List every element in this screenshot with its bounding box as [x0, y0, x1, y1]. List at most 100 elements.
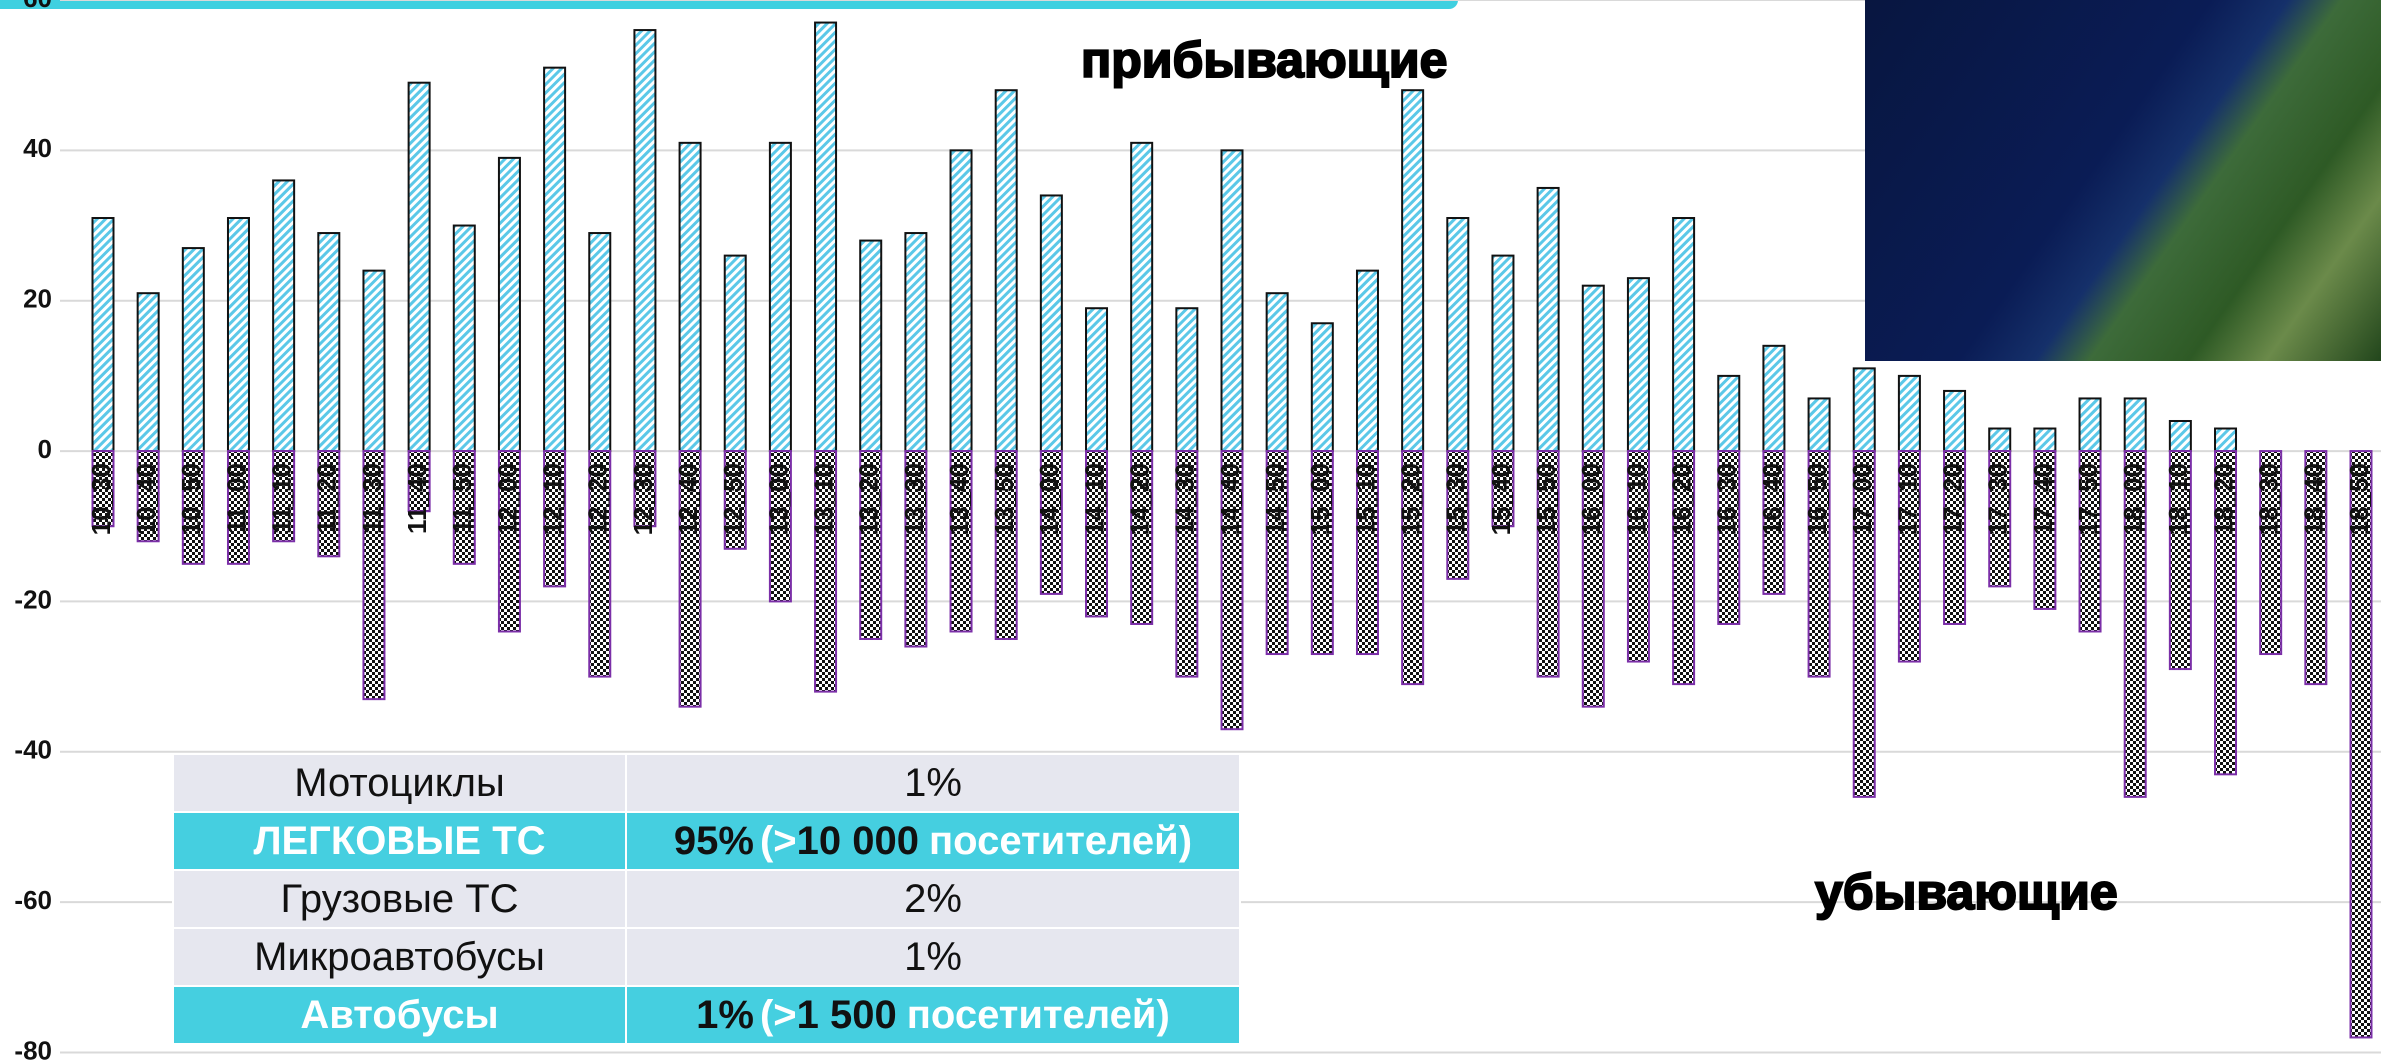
bar	[814, 450, 838, 693]
x-tick-label: 16_50	[1802, 463, 1832, 535]
value-part: 10 000	[796, 818, 919, 863]
bar	[136, 292, 160, 453]
bar	[768, 141, 792, 453]
x-tick-label: 16_40	[1757, 463, 1787, 535]
x-tick-label: 15_10	[1350, 463, 1380, 535]
x-tick-label: 17_30	[1983, 463, 2013, 535]
value-part: 1%	[904, 934, 962, 979]
x-tick-label: 18_00	[2118, 463, 2148, 535]
bar	[1762, 450, 1786, 595]
x-tick-label: 13_50	[989, 463, 1019, 535]
series-label: прибывающие	[1081, 32, 1447, 88]
x-tick-label: 18_20	[2208, 463, 2238, 535]
bar	[859, 239, 883, 453]
y-tick-label: -60	[14, 885, 52, 915]
value-part: 1 500	[796, 992, 897, 1037]
y-tick-label: 40	[23, 133, 52, 163]
x-tick-label: 13_30	[899, 463, 929, 535]
bar	[633, 450, 657, 528]
x-tick-label: 16_10	[1621, 463, 1651, 535]
bar	[904, 232, 928, 453]
x-tick-label: 16_20	[1666, 463, 1696, 535]
bar	[1672, 450, 1696, 686]
bar	[1988, 450, 2012, 588]
y-tick-label: 20	[23, 284, 52, 314]
bar	[1536, 186, 1560, 453]
bar	[91, 217, 115, 453]
bar	[2214, 427, 2238, 453]
bar	[1988, 427, 2012, 453]
x-tick-label: 18_10	[2163, 463, 2193, 535]
bar	[2214, 450, 2238, 776]
bar	[452, 450, 476, 565]
bar	[2304, 450, 2328, 686]
bar	[1446, 217, 1470, 453]
x-tick-label: 11_30	[357, 463, 387, 534]
bar	[723, 254, 747, 453]
bar	[407, 81, 431, 453]
satellite-photo	[1865, 0, 2381, 361]
x-tick-label: 17_00	[1847, 463, 1877, 535]
value-part: 95%	[673, 818, 754, 863]
table-row: Микроавтобусы 1%	[172, 927, 1241, 987]
row-label: Автобусы	[172, 985, 627, 1045]
x-tick-label: 14_20	[1125, 463, 1155, 535]
bar	[543, 450, 567, 588]
bar	[1401, 89, 1425, 453]
bar	[1355, 450, 1379, 656]
bar	[1852, 450, 1876, 798]
x-tick-label: 18_40	[2299, 463, 2329, 535]
value-part: (>	[759, 818, 797, 863]
bar	[317, 450, 341, 558]
value-part: 1%	[696, 992, 754, 1037]
bar	[768, 450, 792, 603]
bar	[1536, 450, 1560, 678]
bar	[1762, 344, 1786, 453]
x-tick-label: 13_40	[944, 463, 974, 535]
table-row: Автобусы 1% (>1 500 посетителей)	[172, 985, 1241, 1045]
bar	[1355, 269, 1379, 453]
bar	[1265, 292, 1289, 453]
x-tick-label: 10_30	[86, 463, 116, 535]
bar	[994, 450, 1018, 641]
bar	[2078, 450, 2102, 633]
bar	[226, 217, 250, 453]
bar	[678, 141, 702, 453]
x-tick-label: 13_20	[854, 463, 884, 535]
bar	[1897, 450, 1921, 663]
bar	[2259, 450, 2283, 656]
x-tick-label: 10_50	[176, 463, 206, 535]
share-table: Мотоциклы 1% ЛЕГКОВЫЕ ТС 95% (>10 000 посетит…	[172, 753, 1241, 1045]
bar	[1807, 450, 1831, 678]
x-tick-label: 17_50	[2073, 463, 2103, 535]
bar	[2033, 427, 2057, 453]
bar	[1310, 322, 1334, 453]
bar	[1626, 277, 1650, 453]
bar	[1175, 307, 1199, 453]
y-tick-label: 60	[23, 0, 52, 13]
row-label: Мотоциклы	[172, 753, 627, 813]
bar	[1491, 254, 1515, 453]
bar	[1130, 141, 1154, 453]
bar	[2123, 450, 2147, 798]
y-tick-label: -20	[14, 584, 52, 614]
table-row: Мотоциклы 1%	[172, 753, 1241, 813]
bar	[1039, 194, 1063, 453]
bar	[452, 224, 476, 453]
bar	[949, 149, 973, 453]
bar	[723, 450, 747, 550]
bar	[1220, 149, 1244, 453]
bar	[1717, 450, 1741, 625]
bar	[497, 156, 521, 453]
x-tick-label: 18_30	[2254, 463, 2284, 535]
bar	[2168, 419, 2192, 453]
bar	[1175, 450, 1199, 678]
row-value: 2%	[625, 869, 1241, 929]
x-tick-label: 11_20	[312, 463, 342, 534]
bar	[543, 66, 567, 453]
x-tick-label: 12_50	[718, 463, 748, 535]
value-part: 1%	[904, 760, 962, 805]
x-tick-label: 11_50	[447, 463, 477, 534]
bar	[1897, 374, 1921, 453]
